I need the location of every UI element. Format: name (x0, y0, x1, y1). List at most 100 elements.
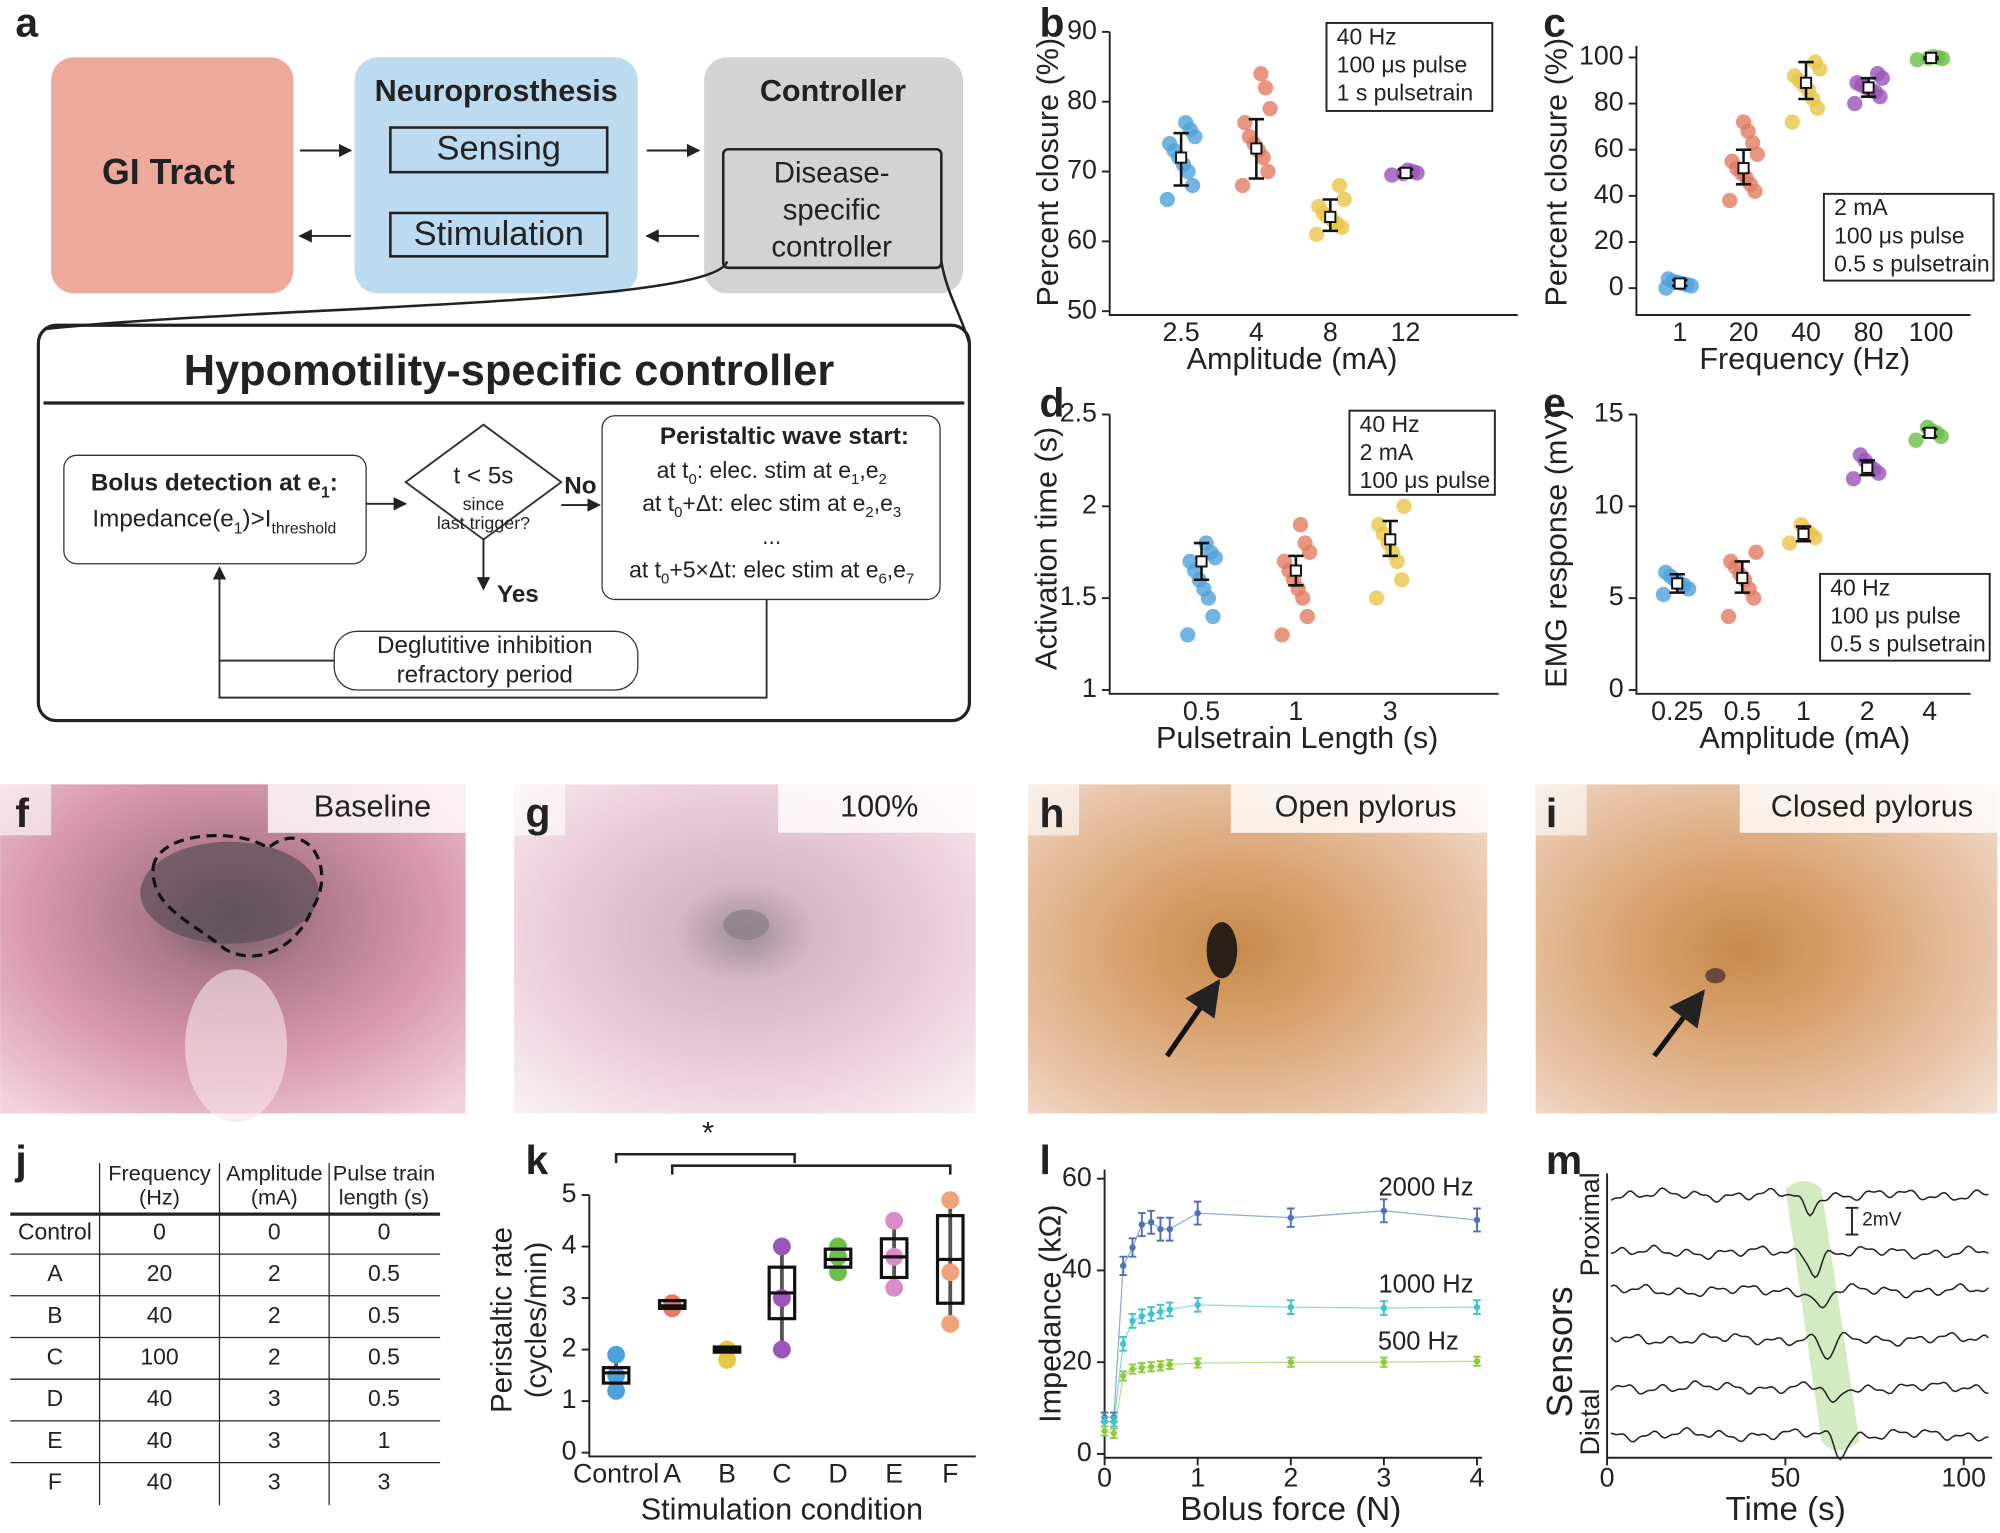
pylorus (1705, 968, 1726, 984)
table-cell: 0.5 (368, 1385, 400, 1411)
y-tick-label: 0 (1609, 271, 1624, 301)
y-tick-label: 70 (1067, 155, 1097, 185)
y-tick-label: 40 (1062, 1254, 1092, 1284)
x-tick-label: 3 (1376, 1463, 1391, 1493)
point (1241, 128, 1258, 145)
outline (151, 834, 324, 958)
distal-label: Distal (1575, 1389, 1605, 1456)
label: Controller (760, 74, 906, 108)
fold (185, 969, 288, 1123)
axes (1635, 45, 1971, 316)
y-tick-label: 60 (1067, 224, 1097, 254)
point (607, 1381, 626, 1400)
y-tick-label: 0 (1609, 673, 1624, 703)
point (1101, 1427, 1108, 1435)
table-cell: 1 (378, 1427, 391, 1453)
trace (1610, 1331, 1989, 1361)
panel-label: j (14, 1137, 26, 1183)
point (1138, 1313, 1146, 1320)
point (1748, 544, 1764, 560)
panel-label: l (1040, 1137, 1051, 1183)
text-part: ,e (874, 490, 893, 516)
series-label: 2000 Hz (1378, 1173, 1473, 1201)
y-tick-label: 80 (1594, 87, 1624, 117)
point (1110, 1430, 1118, 1437)
point (1908, 432, 1924, 448)
point (1178, 115, 1194, 131)
point (1473, 1303, 1481, 1311)
point (1384, 167, 1400, 183)
x-tick-label: 100 (1941, 1463, 1986, 1493)
point (1784, 114, 1800, 130)
point (1129, 1317, 1136, 1325)
controller-box (704, 57, 964, 294)
x-tick-label: 0 (1097, 1463, 1112, 1493)
bolus-box (63, 454, 367, 565)
axes (1108, 414, 1499, 695)
x-tick-label: F (942, 1459, 958, 1489)
label-backdrop (778, 784, 976, 833)
y-tick-label: 100 (1579, 41, 1624, 71)
annotation: 100 μs pulse (1360, 467, 1491, 493)
point (772, 1340, 791, 1359)
label-backdrop (1230, 784, 1488, 833)
point (1299, 608, 1316, 625)
point (1845, 471, 1862, 487)
point (1394, 572, 1410, 588)
y-tick-label: 60 (1062, 1162, 1092, 1192)
y-tick-label: 10 (1594, 489, 1624, 519)
mean-marker (1673, 277, 1686, 290)
point (1161, 135, 1178, 152)
point (1147, 1310, 1155, 1318)
point (1182, 553, 1198, 570)
point (829, 1237, 847, 1256)
point (1101, 1418, 1108, 1426)
point (607, 1366, 626, 1385)
photos (0, 784, 1998, 1123)
label: Sensing (437, 130, 561, 168)
subscript: 0 (689, 471, 697, 488)
x-tick-label: 80 (1854, 317, 1884, 347)
table-cell: E (47, 1427, 62, 1453)
scale-label: 2mV (1862, 1210, 1902, 1231)
x-tick-label: 100 (1909, 317, 1954, 347)
panel-label: e (1543, 379, 1566, 425)
y-axis-label: Peristaltic rate (486, 1227, 519, 1413)
trace (1610, 1282, 1989, 1309)
point (1234, 177, 1251, 194)
photo-label: Closed pylorus (1771, 790, 1973, 824)
point (941, 1263, 960, 1282)
x-tick-label: 50 (1771, 1463, 1801, 1493)
point (1909, 52, 1925, 68)
rich-text: Impedance(e1)>Ithreshold (92, 506, 336, 537)
table-cell: 0 (378, 1218, 391, 1244)
y-tick-label: 2.5 (1060, 398, 1097, 428)
point (1287, 1358, 1294, 1366)
y-axis-label: Activation time (s) (1030, 427, 1064, 670)
point (1308, 226, 1325, 243)
y-tick-label: 80 (1067, 85, 1097, 115)
text-part: ... (762, 523, 781, 549)
text-part: ,e (887, 556, 906, 582)
significance: * (702, 1116, 714, 1150)
x-tick-label: D (828, 1459, 847, 1489)
point (1159, 191, 1175, 208)
inner-controller-box (721, 147, 943, 270)
y-tick-label: 2 (562, 1333, 577, 1363)
subscript: 7 (906, 571, 914, 588)
table-cell: 3 (268, 1427, 281, 1453)
panel-label: m (1546, 1137, 1582, 1183)
point (1287, 1214, 1294, 1221)
box (601, 1366, 631, 1385)
x-tick-label: 2.5 (1162, 317, 1199, 347)
annotation: 0.5 s pulsetrain (1834, 250, 1990, 276)
point (1262, 101, 1278, 117)
point (1847, 95, 1863, 112)
y-tick-label: 60 (1594, 133, 1624, 163)
series-label: 1000 Hz (1378, 1270, 1473, 1298)
y-tick-label: 5 (562, 1178, 577, 1208)
point (1786, 68, 1803, 84)
table-cell: 3 (268, 1385, 281, 1411)
point (1380, 1358, 1388, 1366)
table-cell: 0.5 (368, 1260, 400, 1286)
